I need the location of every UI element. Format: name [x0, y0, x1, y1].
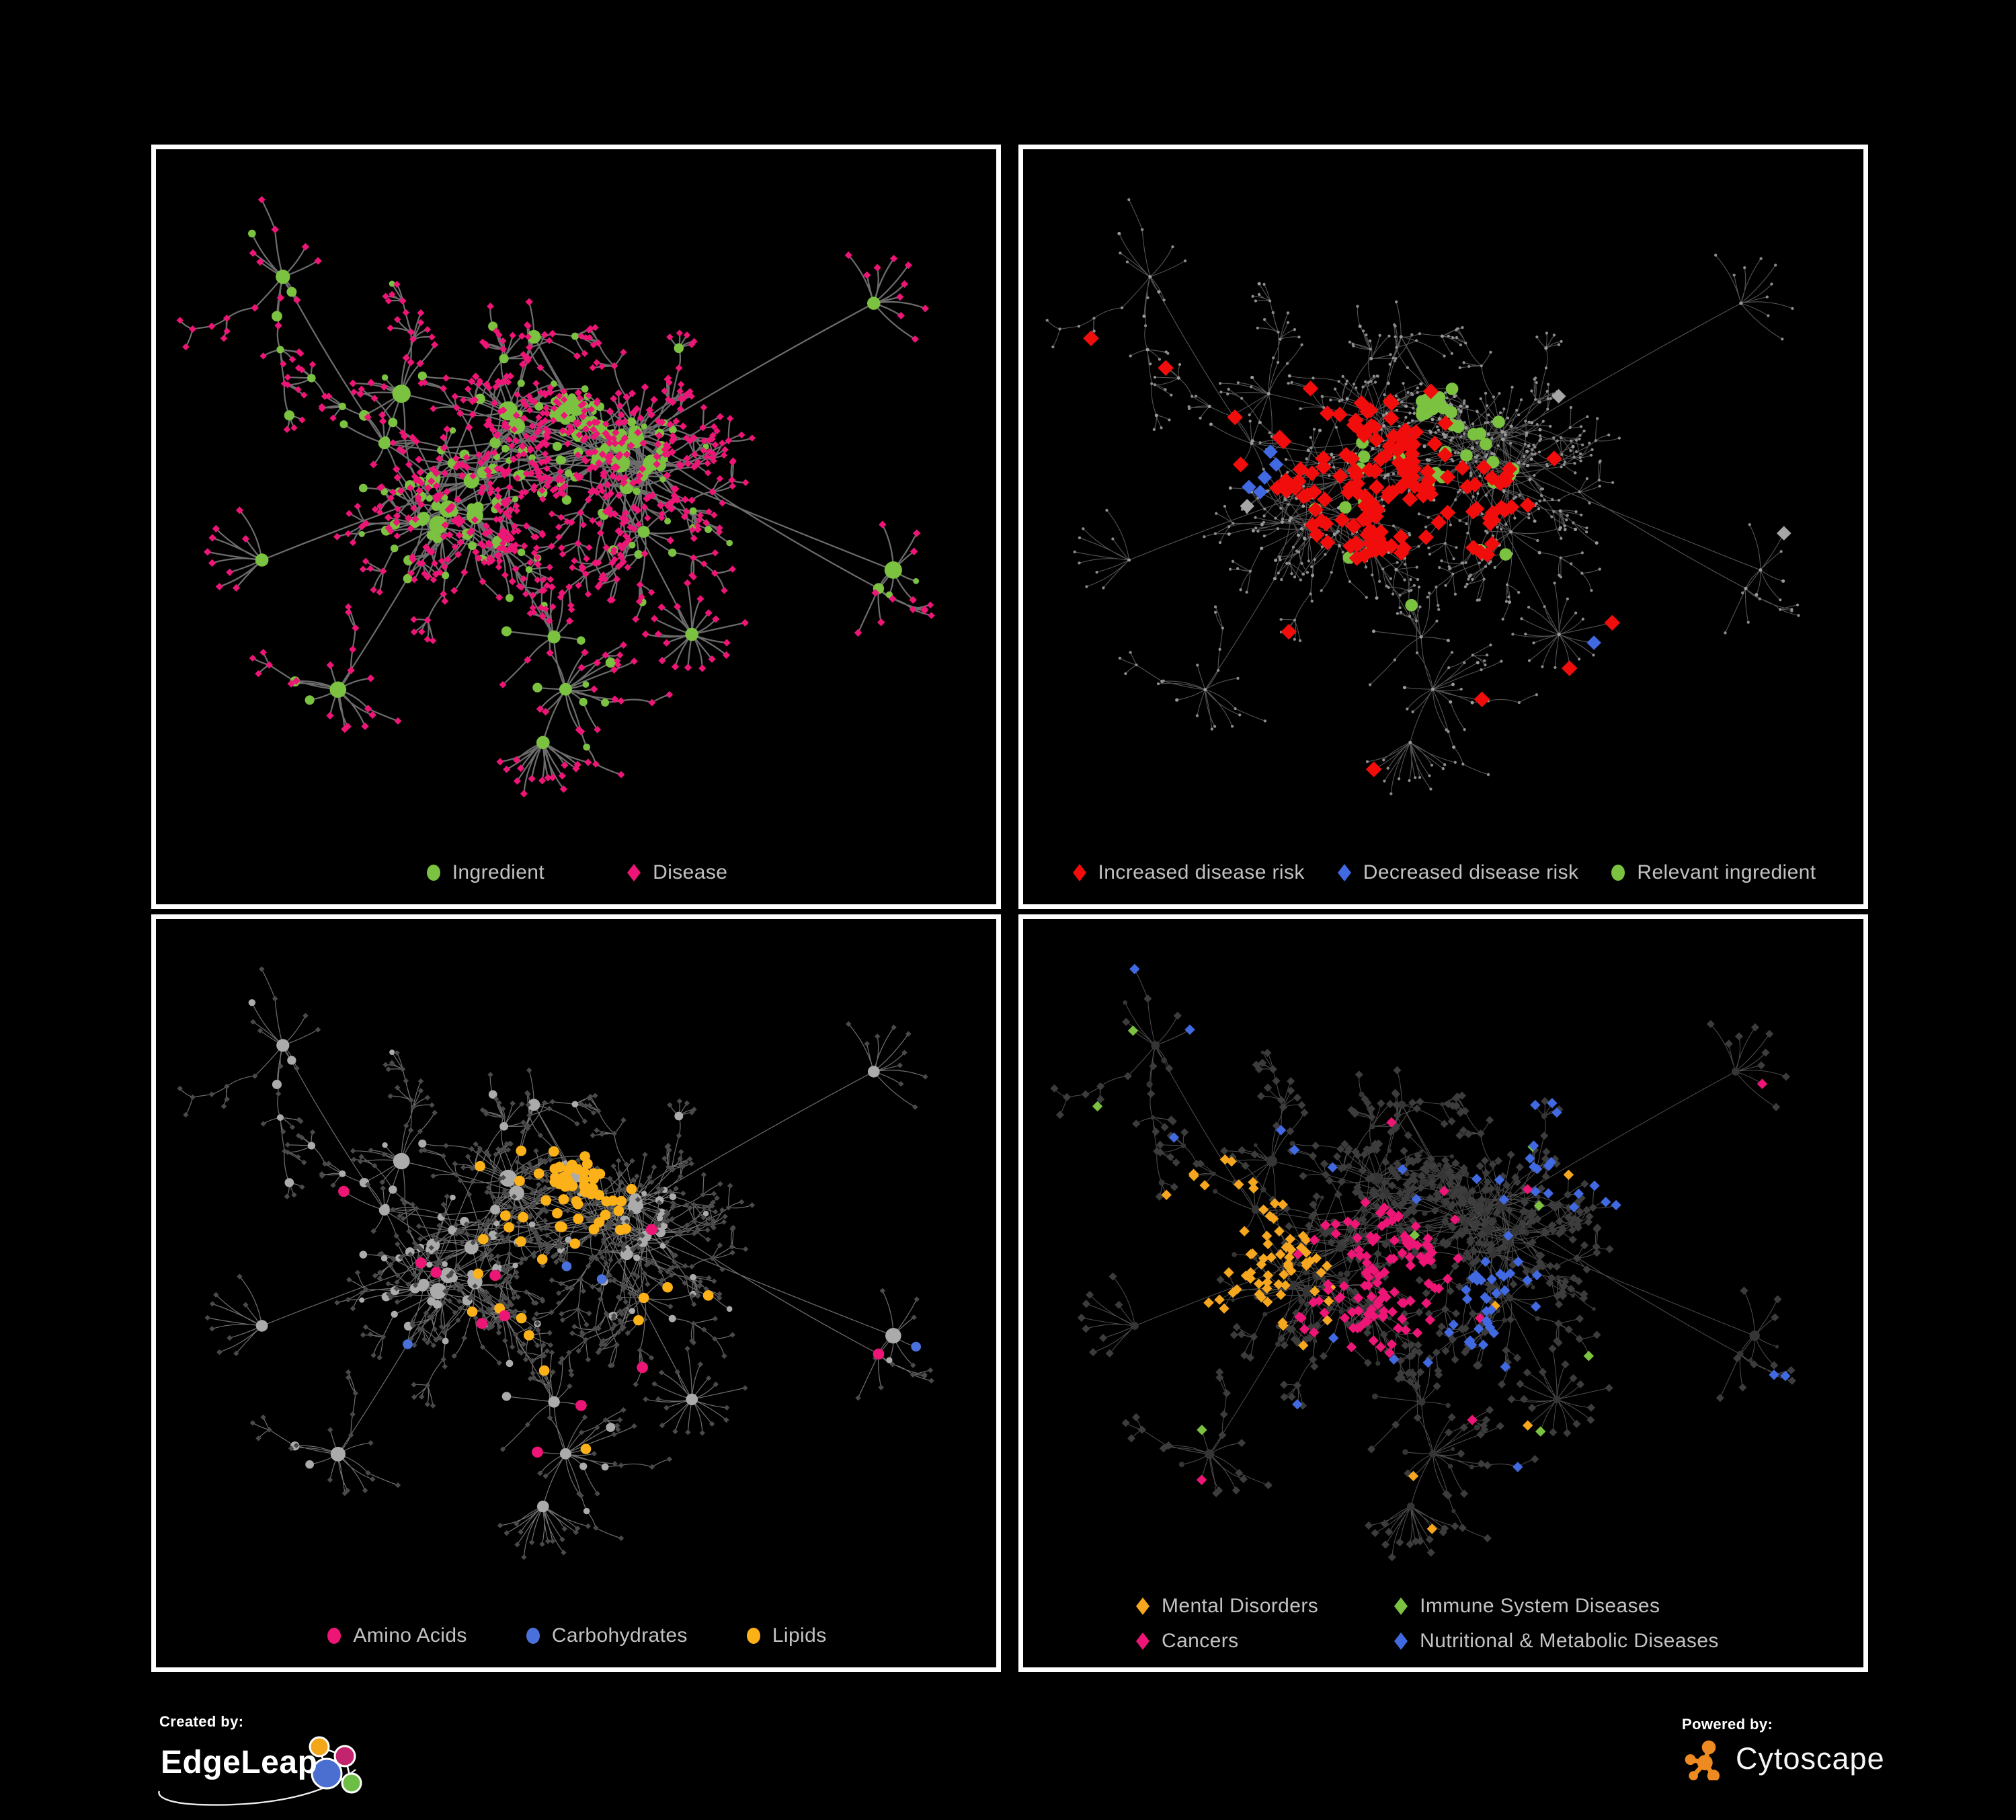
legend-label: Lipids: [772, 1624, 827, 1647]
legend-disease-categories: Mental Disorders Immune System Diseases Ca…: [1134, 1595, 1719, 1653]
panel-ingredient-disease: Ingredient Disease: [151, 145, 1001, 909]
panel-nutrient-categories: Amino Acids Carbohydrates Lipids: [151, 914, 1001, 1672]
legend-label: Relevant ingredient: [1637, 861, 1816, 883]
circle-marker-icon: [426, 865, 440, 881]
legend-label: Immune System Diseases: [1420, 1595, 1660, 1617]
circle-marker-icon: [526, 1628, 540, 1644]
diamond-marker-icon: [627, 864, 641, 881]
powered-by-label: Powered by:: [1682, 1716, 1773, 1733]
edgeleap-network-icon: [158, 1736, 362, 1806]
cytoscape-logo-icon: [1685, 1740, 1720, 1780]
legend-label: Carbohydrates: [551, 1624, 688, 1647]
legend-label: Amino Acids: [353, 1624, 467, 1647]
legend-item-increased-disease-risk: Increased disease risk: [1071, 861, 1305, 884]
legend-item-immune-system-diseases: Immune System Diseases: [1392, 1595, 1719, 1618]
network-graph-ingredient-disease: [176, 196, 935, 798]
edgeleap-wordmark: EdgeLeap: [161, 1745, 318, 1780]
network-graph-disease-risk: [1045, 198, 1800, 795]
diamond-marker-icon: [1394, 1632, 1408, 1650]
diamond-marker-icon: [1394, 1597, 1408, 1615]
legend-item-cancers: Cancers: [1134, 1630, 1318, 1653]
diamond-marker-icon: [1136, 1632, 1150, 1650]
legend-label: Nutritional & Metabolic Diseases: [1420, 1630, 1719, 1652]
legend-label: Disease: [653, 861, 728, 883]
legend-ingredient-disease: Ingredient Disease: [156, 861, 996, 884]
legend-disease-risk: Increased disease risk Decreased disease …: [1023, 861, 1863, 884]
panel-disease-categories: Mental Disorders Immune System Diseases Ca…: [1018, 914, 1868, 1672]
legend-item-ingredient: Ingredient: [425, 861, 545, 884]
powered-by-block: Powered by: Cytoscape: [1682, 1716, 1885, 1780]
legend-item-disease: Disease: [625, 861, 727, 884]
legend-label: Decreased disease risk: [1363, 861, 1579, 883]
edgeleap-logo: EdgeLeap: [158, 1732, 401, 1811]
diamond-marker-icon: [1136, 1597, 1150, 1615]
cytoscape-wordmark: Cytoscape: [1736, 1741, 1885, 1776]
diamond-marker-icon: [1072, 864, 1086, 881]
legend-label: Cancers: [1162, 1630, 1239, 1652]
diamond-marker-icon: [1337, 864, 1351, 881]
legend-label: Ingredient: [452, 861, 545, 883]
network-graph-disease-categories: [1050, 963, 1796, 1562]
network-graph-nutrient-categories: [177, 966, 934, 1560]
circle-marker-icon: [327, 1628, 341, 1644]
legend-label: Mental Disorders: [1162, 1595, 1319, 1617]
legend-item-lipids: Lipids: [745, 1624, 827, 1647]
created-by-block: Created by: EdgeLeap: [158, 1713, 401, 1811]
legend-item-mental-disorders: Mental Disorders: [1134, 1595, 1318, 1618]
legend-item-nutritional-metabolic-diseases: Nutritional & Metabolic Diseases: [1392, 1630, 1719, 1653]
legend-item-amino-acids: Amino Acids: [325, 1624, 467, 1647]
panel-disease-risk: Increased disease risk Decreased disease …: [1018, 145, 1868, 909]
legend-label: Increased disease risk: [1098, 861, 1305, 883]
created-by-label: Created by:: [159, 1713, 244, 1730]
legend-item-carbohydrates: Carbohydrates: [524, 1624, 688, 1647]
circle-marker-icon: [746, 1628, 760, 1644]
legend-nutrient-categories: Amino Acids Carbohydrates Lipids: [156, 1624, 996, 1647]
circle-marker-icon: [1611, 865, 1625, 881]
legend-item-decreased-disease-risk: Decreased disease risk: [1336, 861, 1579, 884]
legend-item-relevant-ingredient: Relevant ingredient: [1609, 861, 1816, 884]
